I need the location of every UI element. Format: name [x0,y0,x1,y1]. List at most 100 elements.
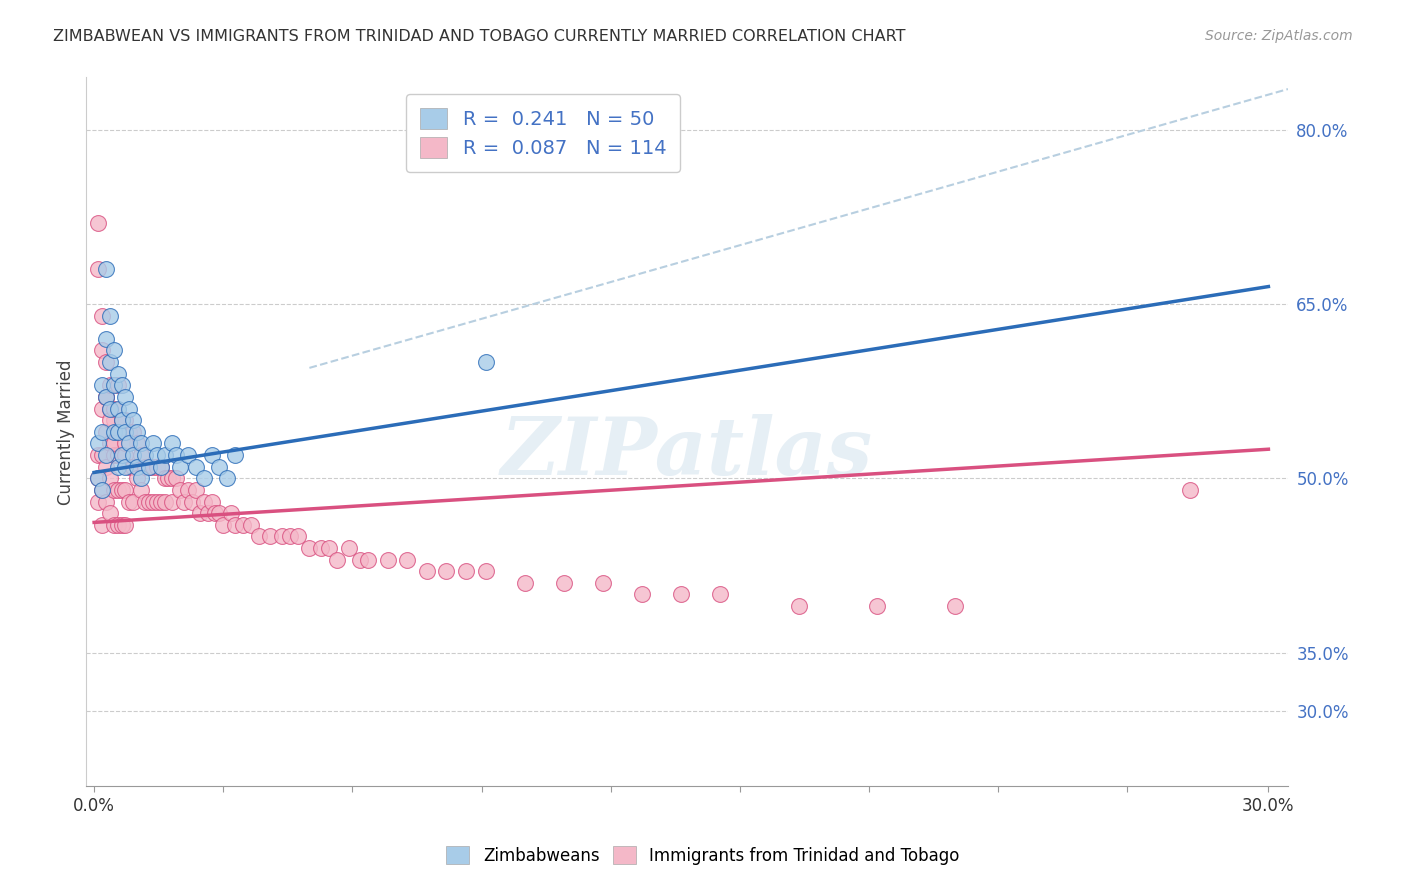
Point [224,517,246,532]
Point [122,494,145,508]
Point [91,401,114,416]
Point [118,401,141,416]
Point [1178,483,1201,497]
Point [162,436,184,450]
Point [208,506,231,520]
Point [134,494,156,508]
Point [239,517,262,532]
Point [127,436,149,450]
Point [94,425,117,439]
Point [114,413,136,427]
Point [110,413,132,427]
Point [474,564,496,578]
Point [87,448,110,462]
Point [91,343,114,358]
Point [110,448,132,462]
Point [326,552,349,566]
Point [184,483,207,497]
Point [217,471,239,485]
Point [110,378,132,392]
Point [118,459,141,474]
Point [91,425,114,439]
Point [129,471,152,485]
Point [134,448,156,462]
Point [200,494,222,508]
Point [91,378,114,392]
Point [197,506,219,520]
Point [107,483,129,497]
Point [98,401,121,416]
Point [142,436,165,450]
Point [173,494,195,508]
Point [98,355,121,369]
Point [129,436,152,450]
Point [122,413,145,427]
Point [122,448,145,462]
Point [271,529,294,543]
Point [149,459,172,474]
Point [138,459,160,474]
Point [436,564,458,578]
Point [287,529,309,543]
Point [165,448,187,462]
Point [349,552,371,566]
Point [224,448,246,462]
Point [118,436,141,450]
Point [671,587,693,601]
Point [103,413,125,427]
Point [165,471,187,485]
Y-axis label: Currently Married: Currently Married [58,359,75,505]
Point [134,459,156,474]
Point [103,483,125,497]
Point [103,343,125,358]
Point [188,506,211,520]
Point [107,448,129,462]
Point [193,471,215,485]
Legend: Zimbabweans, Immigrants from Trinidad and Tobago: Zimbabweans, Immigrants from Trinidad an… [437,838,969,873]
Point [592,575,614,590]
Point [474,355,496,369]
Legend: R =  0.241   N = 50, R =  0.087   N = 114: R = 0.241 N = 50, R = 0.087 N = 114 [406,95,679,171]
Point [107,517,129,532]
Point [107,425,129,439]
Point [107,367,129,381]
Point [153,448,176,462]
Point [193,494,215,508]
Point [94,390,117,404]
Point [157,471,180,485]
Point [107,425,129,439]
Point [219,506,242,520]
Point [127,425,149,439]
Point [110,413,132,427]
Point [177,483,200,497]
Point [259,529,281,543]
Point [107,378,129,392]
Text: Source: ZipAtlas.com: Source: ZipAtlas.com [1205,29,1353,43]
Point [162,494,184,508]
Point [454,564,477,578]
Point [142,459,165,474]
Point [631,587,654,601]
Point [127,459,149,474]
Point [204,506,226,520]
Point [208,459,231,474]
Point [103,425,125,439]
Point [98,378,121,392]
Point [110,448,132,462]
Point [232,517,254,532]
Point [103,436,125,450]
Point [142,494,165,508]
Point [114,436,136,450]
Point [94,355,117,369]
Point [513,575,536,590]
Point [114,459,136,474]
Point [94,459,117,474]
Point [87,471,110,485]
Point [149,494,172,508]
Point [396,552,419,566]
Point [107,459,129,474]
Point [153,471,176,485]
Point [118,494,141,508]
Point [169,483,191,497]
Point [114,448,136,462]
